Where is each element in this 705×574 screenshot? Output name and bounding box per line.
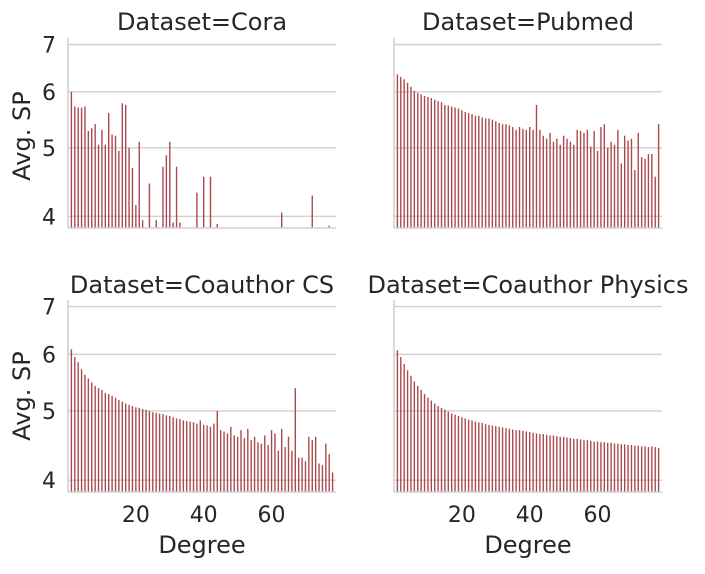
y-tick-label: 7	[42, 296, 56, 321]
x-tick-label: 60	[584, 503, 612, 528]
y-tick-label: 7	[42, 34, 56, 59]
panel-coauthor-physics: Dataset=Coauthor Physics 20 40 60	[367, 271, 688, 528]
y-tick-label: 5	[42, 137, 56, 162]
y-tick-label: 6	[42, 343, 56, 368]
panel-title-cora: Dataset=Cora	[117, 8, 287, 36]
x-tick-label: 20	[122, 503, 150, 528]
y-tick-label: 6	[42, 81, 56, 106]
y-tick-label: 5	[42, 400, 56, 425]
y-axis-title-bottom: Avg. SP	[8, 351, 36, 440]
x-tick-label: 40	[190, 503, 218, 528]
y-tick-label: 4	[42, 205, 56, 230]
panel-title-coauthor-physics: Dataset=Coauthor Physics	[367, 271, 688, 299]
x-axis-title-right: Degree	[484, 531, 571, 559]
y-axis-title-top: Avg. SP	[8, 91, 36, 180]
panel-pubmed: Dataset=Pubmed	[393, 8, 662, 229]
x-tick-label: 20	[448, 503, 476, 528]
panel-title-coauthor-cs: Dataset=Coauthor CS	[70, 271, 334, 299]
panel-coauthor-cs: Dataset=Coauthor CS 4 5 6 7 20 40 60	[42, 271, 336, 528]
panel-cora: Dataset=Cora 4 5 6 7	[42, 8, 336, 230]
x-tick-label: 60	[258, 503, 286, 528]
panel-title-pubmed: Dataset=Pubmed	[422, 8, 634, 36]
x-tick-label: 40	[516, 503, 544, 528]
x-axis-title-left: Degree	[158, 531, 245, 559]
y-tick-label: 4	[42, 469, 56, 494]
